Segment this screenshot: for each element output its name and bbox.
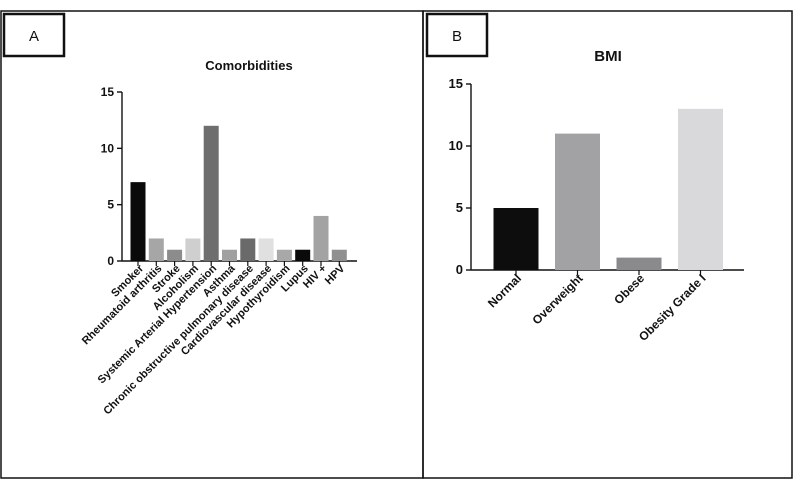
bar (130, 182, 146, 261)
bar (295, 249, 311, 261)
y-tick-label: 5 (456, 200, 463, 215)
x-tick-label: Obesity Grade I (636, 271, 709, 344)
panel-a-label-box (2, 12, 66, 58)
x-tick-label: HPV (323, 262, 348, 287)
bar (331, 249, 347, 261)
bar (185, 238, 201, 261)
y-tick-label: 0 (107, 254, 114, 268)
bar (203, 125, 219, 261)
bar (222, 249, 237, 261)
bar (148, 238, 164, 261)
bar (258, 238, 274, 261)
panel-b-label: B (452, 28, 462, 45)
panel-b-label-box (425, 12, 489, 58)
y-tick-label: 10 (101, 141, 115, 155)
y-tick-label: 5 (107, 198, 114, 212)
y-tick-label: 10 (449, 138, 463, 153)
bar (167, 249, 183, 261)
bar (616, 257, 662, 270)
x-tick-label: Overweight (530, 271, 586, 327)
y-tick-label: 15 (101, 85, 115, 99)
panel-b-border (422, 10, 793, 479)
y-tick-label: 0 (456, 262, 463, 277)
bar (493, 208, 539, 270)
bar (313, 215, 329, 261)
comorbidities-chart-title: Comorbidities (205, 58, 292, 73)
bar (678, 108, 723, 270)
bar (240, 238, 256, 261)
y-tick-label: 15 (449, 76, 463, 91)
x-tick-label: Normal (485, 271, 524, 310)
bmi-chart-title: BMI (594, 48, 622, 65)
x-tick-label: Obese (611, 271, 647, 307)
bar (555, 133, 600, 270)
bar (276, 249, 292, 261)
panel-a-label: A (29, 28, 39, 45)
